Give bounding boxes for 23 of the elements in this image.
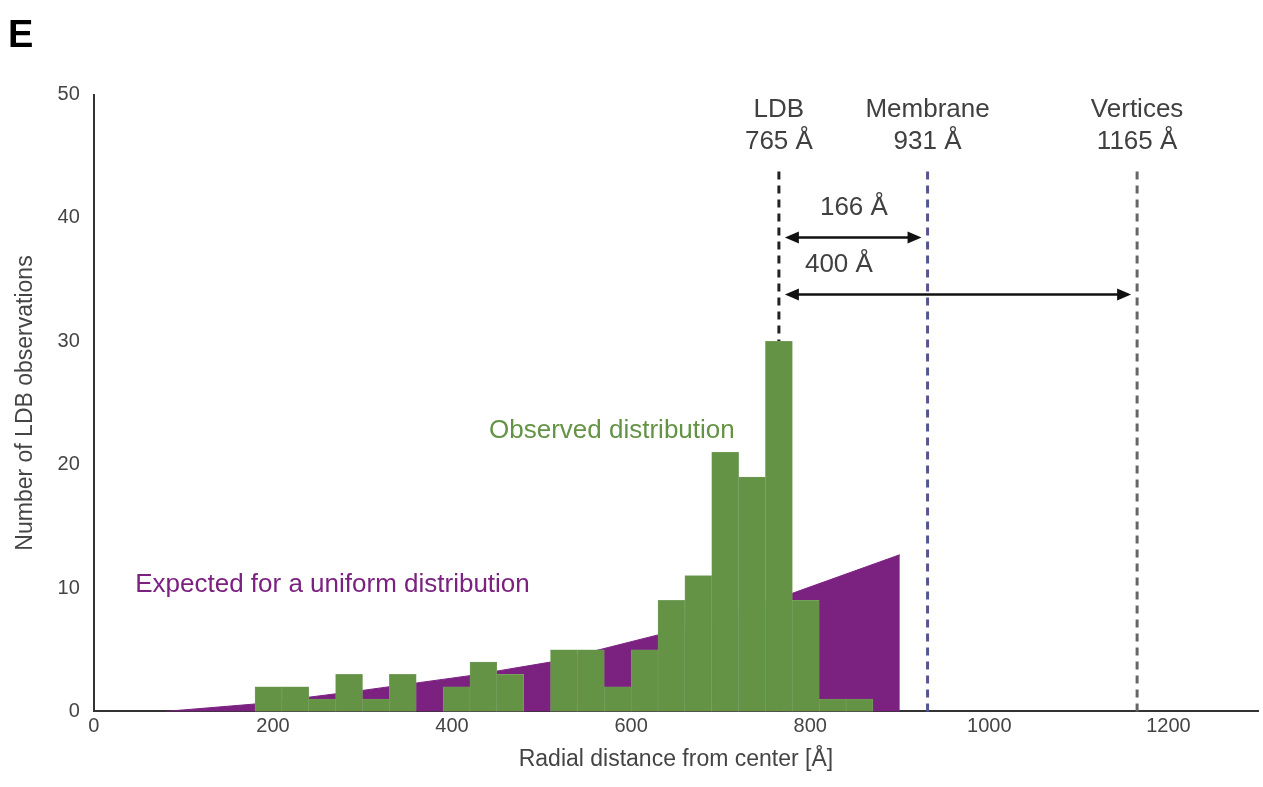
y-tick-label: 30 [57,328,80,351]
x-axis-title: Radial distance from center [Å] [518,743,834,771]
y-tick-label: 0 [68,698,80,721]
chart-title: E [8,13,34,56]
x-tick-label: 800 [793,713,827,736]
ref-line-label: LDB 765 Å [744,92,814,155]
y-tick-label: 20 [57,452,80,475]
x-tick-label: 1200 [1146,713,1191,736]
y-tick-label: 10 [57,575,80,598]
x-tick-label: 200 [256,713,290,736]
ref-line-label: Membrane 931 Å [865,92,990,155]
text: Expected for a uniform distribution [135,568,530,599]
series-label: Observed distribution [489,413,735,444]
annotation: 400 Å [804,247,874,278]
x-tick-label: 1000 [967,713,1012,736]
y-tick-label: 40 [57,205,80,228]
x-tick-label: 600 [614,713,648,736]
y-axis-title: Number of LDB observations [11,255,38,551]
x-tick-label: 0 [88,713,100,736]
y-tick-label: 50 [57,82,80,105]
ref-line-label: Vertices 1165 Å [1090,92,1184,155]
x-tick-label: 400 [435,713,469,736]
annotation: 166 Å [819,190,889,221]
